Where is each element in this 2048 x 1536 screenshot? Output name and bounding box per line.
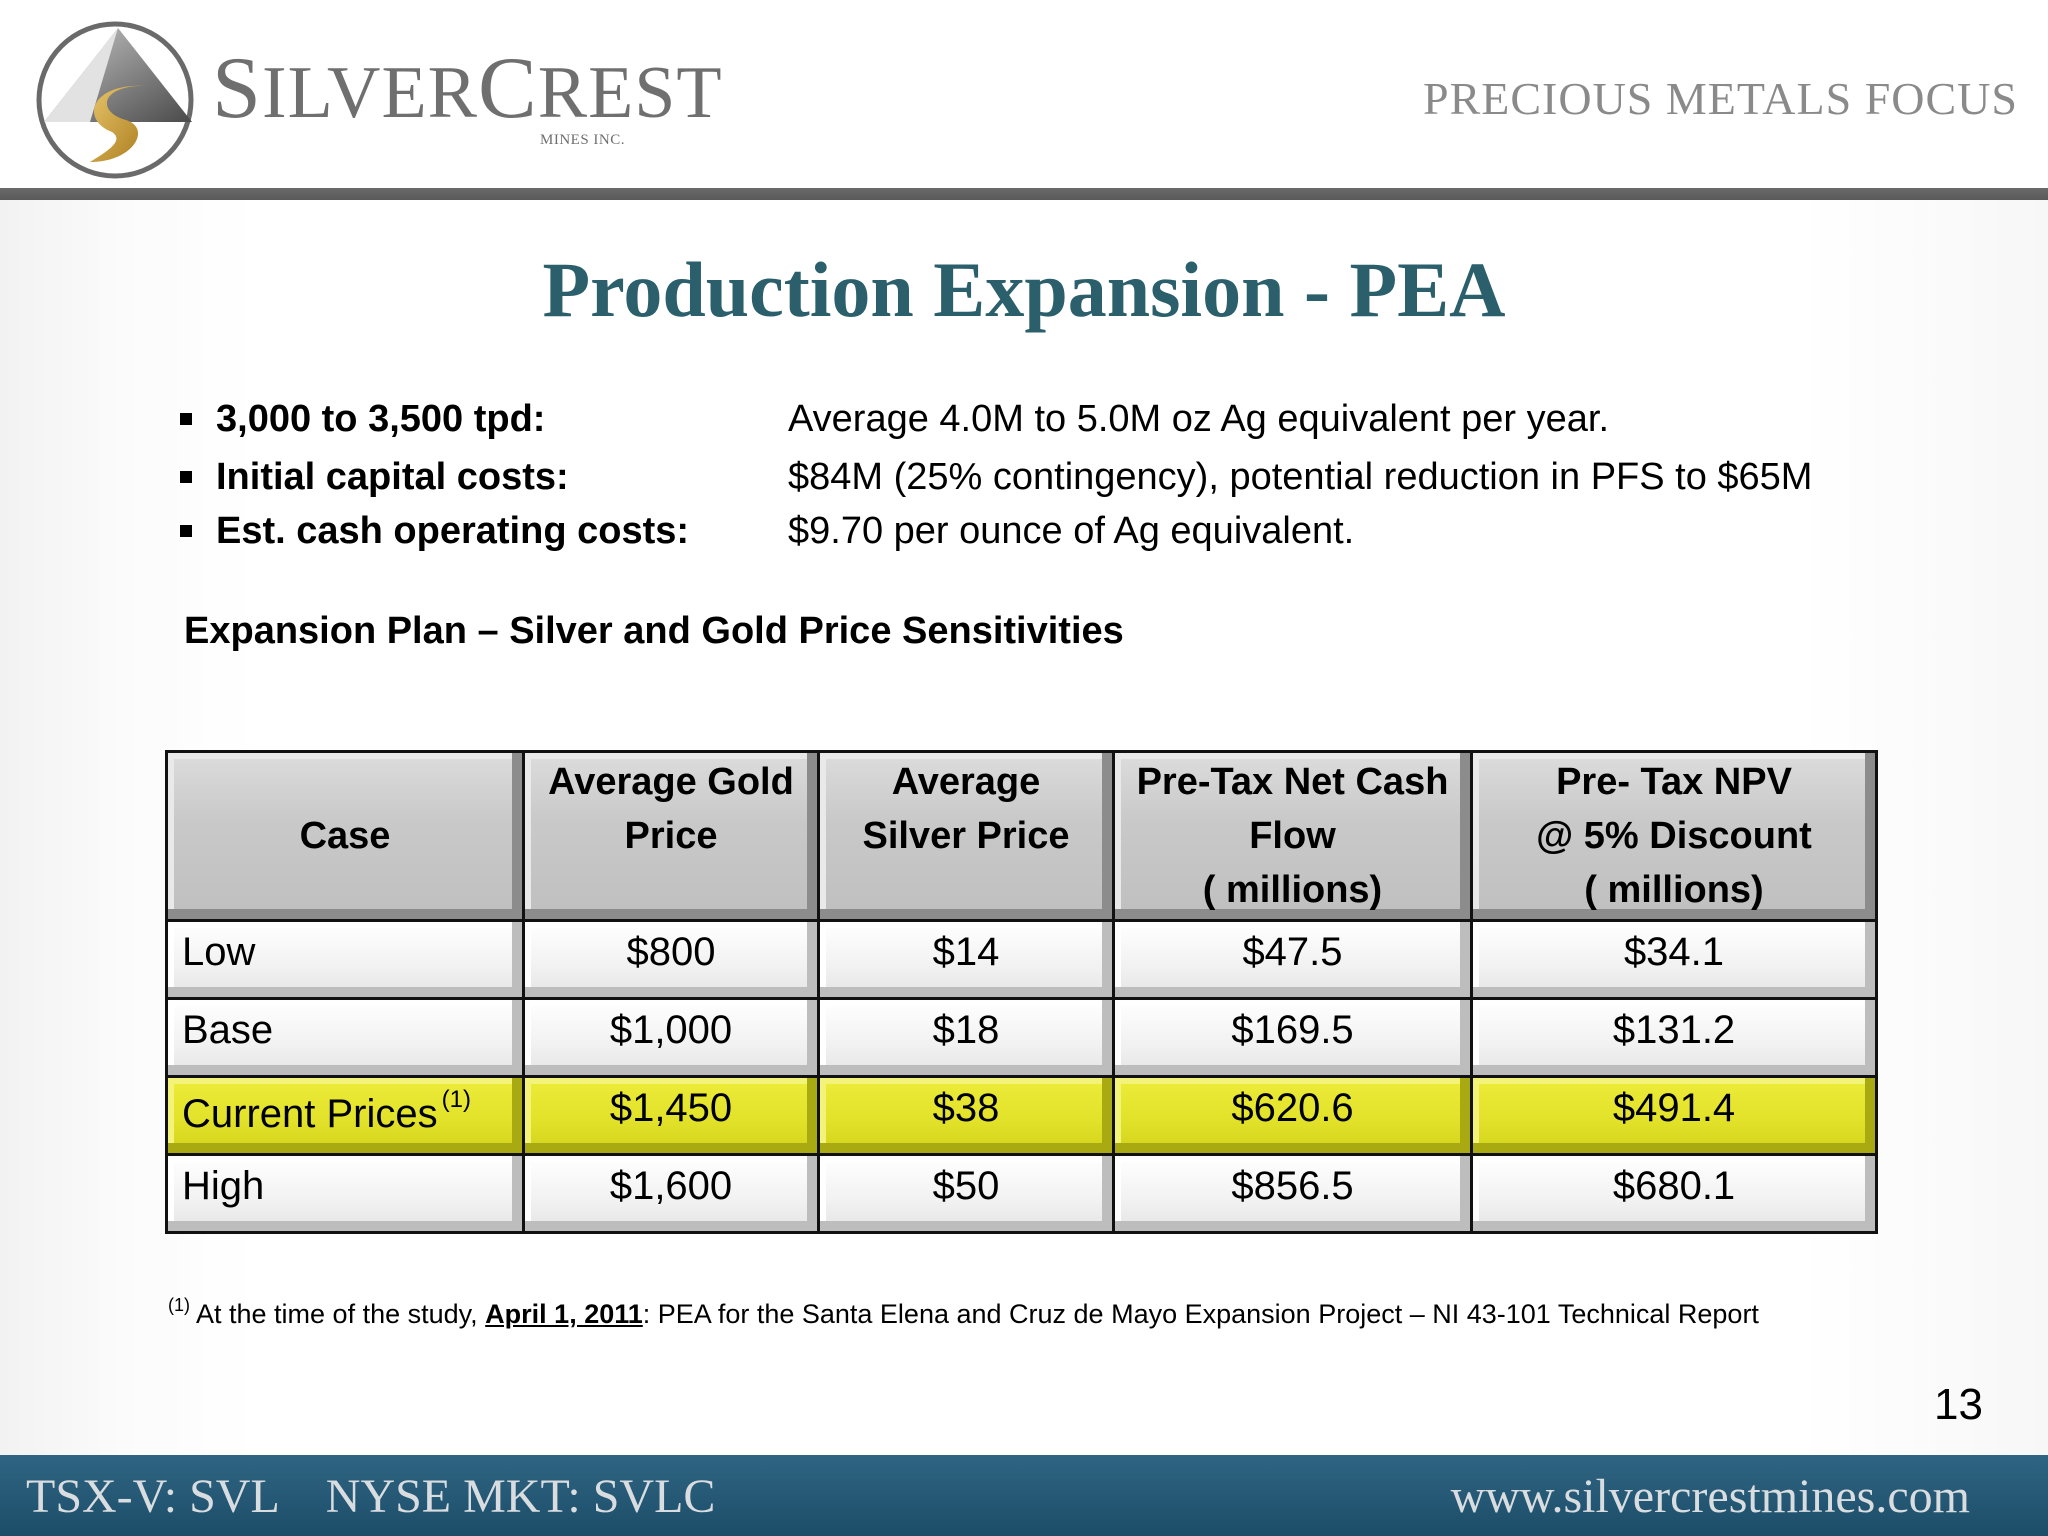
column-header-case: Case xyxy=(165,750,525,922)
column-header-cash-flow: Pre-Tax Net Cash Flow ( millions) xyxy=(1112,750,1473,922)
cell-npv: $491.4 xyxy=(1470,1075,1878,1156)
cell-silver-price: $14 xyxy=(817,919,1115,1000)
cell-gold-price: $1,000 xyxy=(522,997,820,1078)
cell-cash-flow: $620.6 xyxy=(1112,1075,1473,1156)
cell-silver-price: $50 xyxy=(817,1153,1115,1234)
bullet-label: Est. cash operating costs: xyxy=(216,510,690,552)
bullet-label: Initial capital costs: xyxy=(216,456,569,498)
header-divider xyxy=(0,188,2048,200)
bullet-list: 3,000 to 3,500 tpd: Average 4.0M to 5.0M… xyxy=(180,398,2020,568)
cell-gold-price: $1,600 xyxy=(522,1153,820,1234)
bullet-item: 3,000 to 3,500 tpd: Average 4.0M to 5.0M… xyxy=(180,398,2020,456)
bullet-value: Average 4.0M to 5.0M oz Ag equivalent pe… xyxy=(788,398,1610,440)
cell-silver-price: $18 xyxy=(817,997,1115,1078)
bullet-item: Est. cash operating costs: $9.70 per oun… xyxy=(180,510,2020,568)
stock-tickers: TSX-V: SVL NYSE MKT: SVLC xyxy=(26,1469,715,1524)
sensitivity-table: Case Average Gold Price Average Silver P… xyxy=(165,750,1878,1234)
slide-footer: TSX-V: SVL NYSE MKT: SVLC www.silvercrest… xyxy=(0,1455,2048,1536)
cell-npv: $680.1 xyxy=(1470,1153,1878,1234)
square-bullet-icon xyxy=(180,471,192,483)
bullet-value: $9.70 per ounce of Ag equivalent. xyxy=(788,510,1355,552)
cell-silver-price: $38 xyxy=(817,1075,1115,1156)
table-row-low: Low $800 $14 $47.5 $34.1 xyxy=(165,919,1878,1000)
ticker-tsx: TSX-V: SVL xyxy=(26,1470,280,1523)
cell-case: Base xyxy=(165,997,525,1078)
company-wordmark-subtitle: MINES INC. xyxy=(540,132,626,148)
table-header-row: Case Average Gold Price Average Silver P… xyxy=(165,750,1878,922)
footnote: (1) At the time of the study, April 1, 20… xyxy=(168,1295,1759,1329)
bullet-label: 3,000 to 3,500 tpd: xyxy=(216,398,546,440)
cell-case: High xyxy=(165,1153,525,1234)
square-bullet-icon xyxy=(180,525,192,537)
cell-npv: $34.1 xyxy=(1470,919,1878,1000)
cell-cash-flow: $856.5 xyxy=(1112,1153,1473,1234)
footnote-marker: (1) xyxy=(168,1295,190,1315)
silvercrest-logo-icon xyxy=(36,21,194,179)
ticker-nyse: NYSE MKT: SVLC xyxy=(325,1470,716,1523)
page-number: 13 xyxy=(1934,1380,1983,1429)
cell-gold-price: $1,450 xyxy=(522,1075,820,1156)
cell-case: Low xyxy=(165,919,525,1000)
footnote-marker: (1) xyxy=(441,1086,471,1113)
company-wordmark: SILVERCREST MINES INC. xyxy=(212,40,723,149)
header-tagline: PRECIOUS METALS FOCUS xyxy=(1423,73,2018,124)
table-row-base: Base $1,000 $18 $169.5 $131.2 xyxy=(165,997,1878,1078)
column-header-gold-price: Average Gold Price xyxy=(522,750,820,922)
cell-npv: $131.2 xyxy=(1470,997,1878,1078)
cell-case: Current Prices (1) xyxy=(165,1075,525,1156)
website-link[interactable]: www.silvercrestmines.com xyxy=(1450,1470,1970,1523)
bullet-value: $84M (25% contingency), potential reduct… xyxy=(788,456,1813,498)
footnote-date: April 1, 2011 xyxy=(485,1299,643,1329)
table-row-high: High $1,600 $50 $856.5 $680.1 xyxy=(165,1153,1878,1234)
bullet-item: Initial capital costs: $84M (25% conting… xyxy=(180,456,2020,510)
column-header-npv: Pre- Tax NPV @ 5% Discount ( millions) xyxy=(1470,750,1878,922)
slide-header: SILVERCREST MINES INC. PRECIOUS METALS F… xyxy=(0,0,2048,190)
square-bullet-icon xyxy=(180,413,192,425)
cell-cash-flow: $47.5 xyxy=(1112,919,1473,1000)
table-row-current-prices: Current Prices (1) $1,450 $38 $620.6 $491… xyxy=(165,1075,1878,1156)
slide-title: Production Expansion - PEA xyxy=(542,246,1506,333)
table-heading: Expansion Plan – Silver and Gold Price S… xyxy=(184,610,1124,652)
cell-cash-flow: $169.5 xyxy=(1112,997,1473,1078)
column-header-silver-price: Average Silver Price xyxy=(817,750,1115,922)
cell-gold-price: $800 xyxy=(522,919,820,1000)
